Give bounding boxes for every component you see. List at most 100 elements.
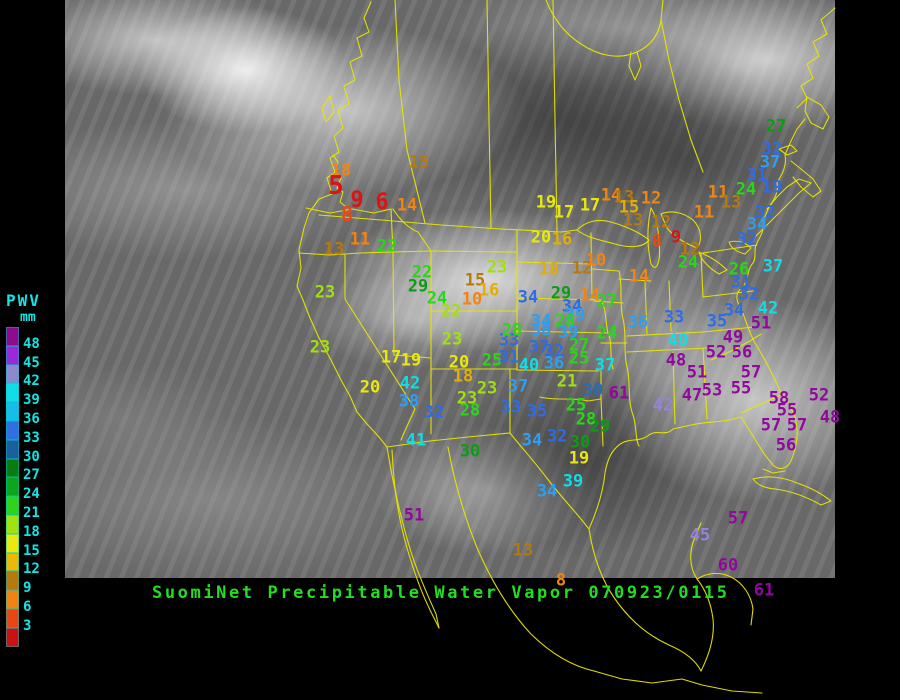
station-value: 61 [753, 580, 775, 601]
satellite-image [65, 0, 835, 578]
baja-inner-line [391, 449, 440, 629]
station-value: 23 [456, 388, 478, 409]
bc-alberta-line [394, 0, 426, 224]
legend-swatch [6, 364, 19, 384]
sask-manitoba-line [552, 0, 558, 232]
station-value: 23 [486, 257, 508, 278]
station-value: 18 [452, 366, 474, 387]
legend-strip: 48 45 42 39 36 33 30 27 24 21 18 15 12 9 6 3 [6, 327, 68, 657]
cuba-line [752, 476, 832, 506]
station-value: 20 [359, 377, 381, 398]
west-coast-line [296, 1, 388, 448]
station-value: 10 [585, 250, 607, 271]
station-value: 30 [582, 380, 604, 401]
al-ga-border-line [702, 347, 708, 420]
legend-tick-label: 9 [23, 580, 32, 597]
station-value: 57 [786, 415, 808, 436]
station-value: 57 [760, 415, 782, 436]
station-value: 56 [731, 342, 753, 363]
legend-unit-label: mm [20, 310, 36, 325]
station-value: 40 [518, 355, 540, 376]
station-value: 51 [403, 505, 425, 526]
id-mt-border-line [392, 208, 432, 252]
station-value: 38 [530, 320, 552, 341]
station-value: 28 [554, 311, 576, 332]
legend-tick-label: 45 [23, 354, 40, 371]
mn-ia-border-line [591, 268, 620, 272]
station-value: 17 [579, 195, 601, 216]
legend-swatch [6, 590, 19, 609]
station-value: 13 [720, 192, 742, 213]
station-value: 36 [627, 312, 649, 333]
forty-second-parallel-line [298, 250, 432, 256]
station-value: 34 [536, 481, 558, 502]
station-value: 48 [819, 407, 841, 428]
station-value: 42 [652, 395, 674, 416]
station-value: 52 [705, 342, 727, 363]
station-value: 9 [670, 227, 682, 248]
wy-co-grid-line [430, 251, 518, 371]
station-value: 31 [746, 165, 768, 186]
mt-wy-border-line [430, 250, 518, 253]
station-value: 24 [596, 323, 618, 344]
legend-tick-label: 48 [23, 335, 40, 352]
legend-swatch [6, 439, 19, 459]
station-value: 19 [535, 192, 557, 213]
map-title: SuomiNet Precipitable Water Vapor 070923… [152, 583, 730, 603]
station-value: 37 [594, 355, 616, 376]
legend-tick-label: 21 [23, 505, 40, 521]
or-id-border-line [390, 208, 394, 253]
st-lawrence-line [752, 182, 812, 240]
station-value: 53 [701, 380, 723, 401]
legend-swatch [6, 571, 19, 591]
station-value: 14 [600, 185, 622, 206]
station-value: 25 [568, 348, 590, 369]
station-value: 34 [723, 300, 745, 321]
nova-scotia-line [790, 160, 822, 198]
station-value: 39 [557, 322, 579, 343]
legend-swatch [6, 402, 19, 421]
mexico-south-coast-line [593, 670, 763, 694]
station-value: 36 [543, 353, 565, 374]
station-value: 32 [546, 426, 568, 447]
legend-tick-label: 15 [23, 542, 40, 559]
station-value: 52 [808, 385, 830, 406]
station-value: 33 [500, 397, 522, 418]
station-value: 30 [569, 432, 591, 453]
station-value: 37 [762, 256, 784, 277]
florida-line [740, 392, 798, 470]
ga-fl-border-line [740, 394, 782, 414]
station-value: 5 [328, 171, 344, 201]
ks-ok-border-line [516, 369, 599, 372]
station-value: 10 [461, 289, 483, 310]
ne-ks-border-line [516, 330, 609, 334]
station-value: 22 [376, 236, 398, 257]
station-value: 45 [689, 525, 711, 546]
station-value: 12 [650, 212, 672, 233]
station-value: 16 [551, 229, 573, 250]
station-value: 19 [761, 177, 783, 198]
station-value: 37 [528, 337, 550, 358]
anticosti-line [778, 144, 798, 156]
pa-md-border-line [702, 290, 754, 298]
station-value: 20 [530, 227, 552, 248]
station-value: 40 [667, 330, 689, 351]
legend-swatch [6, 552, 19, 572]
station-value: 28 [501, 320, 523, 341]
gulf-coast-line [618, 416, 742, 446]
station-value: 13 [323, 239, 345, 260]
station-value: 61 [608, 383, 630, 404]
legend-swatch [6, 458, 19, 478]
wi-il-border-line [618, 278, 652, 282]
station-value: 13 [512, 540, 534, 561]
missouri-river-line [600, 299, 614, 370]
pwv-legend: PWV mm 48 45 42 39 36 33 30 27 24 21 18 15 12 9 6 3 [6, 291, 68, 657]
mississippi-river-line [618, 270, 640, 447]
legend-tick-label: 36 [23, 411, 40, 427]
station-value: 35 [526, 401, 548, 422]
lake-michigan-line [647, 207, 661, 268]
legend-swatch [6, 496, 19, 515]
station-value: 42 [399, 373, 421, 394]
hudson-bay-line [545, 0, 664, 57]
